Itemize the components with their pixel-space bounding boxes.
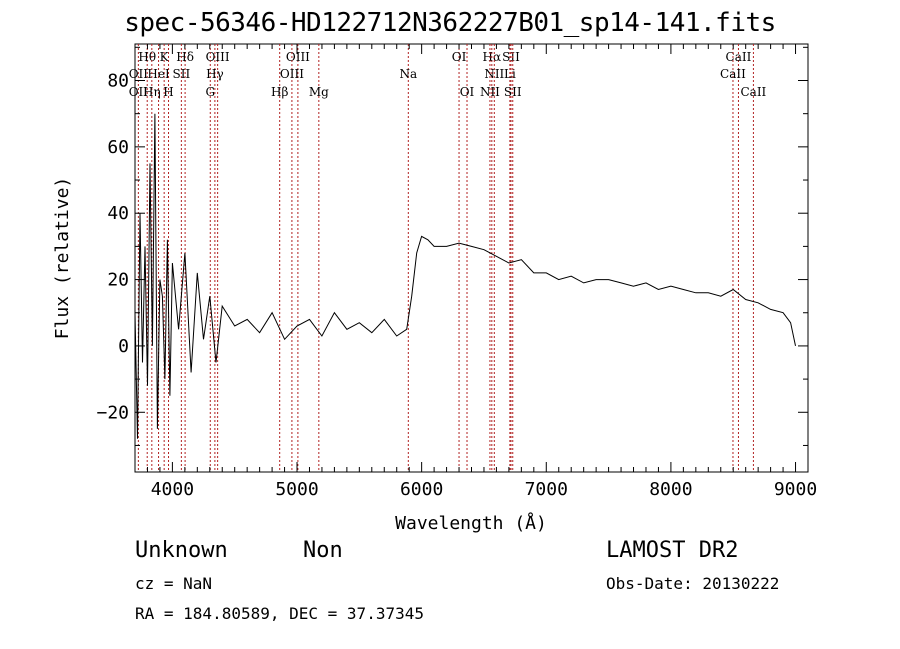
obs-date: Obs-Date: 20130222 xyxy=(606,574,780,593)
coordinates: RA = 184.80589, DEC = 37.37345 xyxy=(135,604,424,623)
marker-label: SII xyxy=(173,67,191,81)
marker-label: SII xyxy=(502,50,520,64)
marker-label: Li xyxy=(504,67,516,81)
marker-label: OIII xyxy=(286,50,310,64)
y-tick-label: 80 xyxy=(107,70,129,91)
x-tick-label: 8000 xyxy=(649,479,692,500)
y-tick-label: −20 xyxy=(96,402,129,423)
marker-label: SII xyxy=(504,85,522,99)
x-tick-label: 5000 xyxy=(275,479,318,500)
marker-label: OIII xyxy=(206,50,230,64)
marker-label: Hβ xyxy=(271,85,288,99)
marker-label: G xyxy=(205,85,215,99)
survey-label: LAMOST DR2 xyxy=(606,538,739,563)
marker-label: K xyxy=(160,50,170,64)
y-axis-label: Flux (relative) xyxy=(52,177,73,340)
y-tick-label: 20 xyxy=(107,270,129,291)
axis-ticks: 4000 5000 6000 7000 8000 9000 −20 0 20 40 60 80 xyxy=(96,44,817,500)
marker-label: Hδ xyxy=(176,50,194,64)
marker-label: NII xyxy=(480,85,500,99)
marker-label: NII xyxy=(484,67,504,81)
marker-label: CaII xyxy=(720,67,746,81)
marker-label: OI xyxy=(460,85,475,99)
marker-label: Hθ xyxy=(138,50,156,64)
marker-label: H xyxy=(163,85,173,99)
y-tick-label: 40 xyxy=(107,203,129,224)
plot-frame xyxy=(134,43,809,473)
y-tick-label: 0 xyxy=(118,336,129,357)
marker-label: CaII xyxy=(740,85,766,99)
marker-label: OIII xyxy=(280,67,304,81)
subclass-label: Non xyxy=(303,538,343,563)
marker-label: Hα xyxy=(483,50,502,64)
marker-label: Hγ xyxy=(206,67,224,81)
marker-label: HeI xyxy=(147,67,170,81)
marker-label: OI xyxy=(452,50,467,64)
x-axis-label: Wavelength (Å) xyxy=(395,512,547,534)
chart-title: spec-56346-HD122712N362227B01_sp14-141.f… xyxy=(124,8,776,38)
cz-value: cz = NaN xyxy=(135,574,213,593)
x-tick-label: 9000 xyxy=(774,479,817,500)
marker-label: OII xyxy=(129,67,149,81)
spectrum-line xyxy=(134,113,796,439)
marker-label: Hη xyxy=(143,85,161,99)
marker-label: OII xyxy=(129,85,149,99)
marker-label: Na xyxy=(399,67,417,81)
marker-label: CaII xyxy=(726,50,752,64)
marker-label: Mg xyxy=(309,85,329,99)
x-tick-label: 4000 xyxy=(151,479,194,500)
y-tick-label: 60 xyxy=(107,137,129,158)
class-label: Unknown xyxy=(135,538,228,563)
x-tick-label: 7000 xyxy=(525,479,568,500)
x-tick-label: 6000 xyxy=(400,479,443,500)
